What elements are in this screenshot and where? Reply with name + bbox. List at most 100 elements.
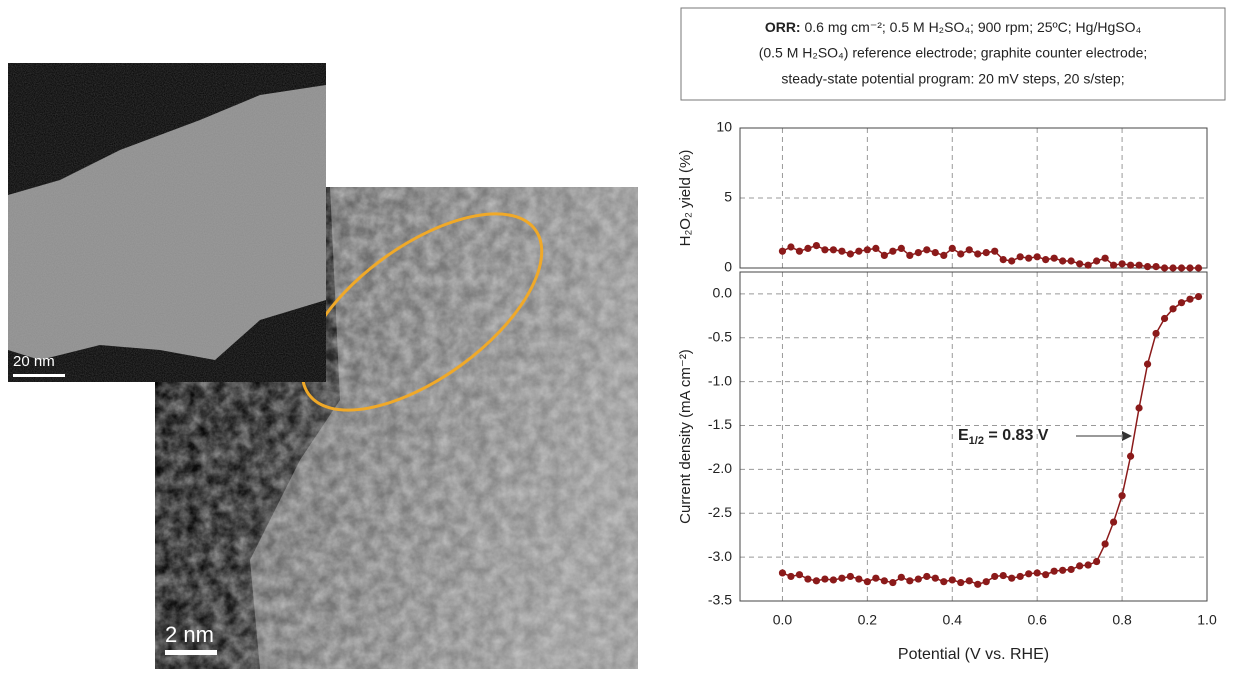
data-point bbox=[999, 256, 1007, 264]
data-point bbox=[940, 578, 948, 586]
data-point bbox=[1067, 257, 1075, 265]
data-point bbox=[1008, 257, 1016, 265]
data-point bbox=[1025, 570, 1033, 578]
data-point bbox=[787, 243, 795, 251]
plot-frame bbox=[739, 271, 1208, 602]
data-point bbox=[1110, 518, 1118, 526]
data-point bbox=[1076, 260, 1084, 268]
data-point bbox=[957, 250, 965, 258]
x-axis-label: Potential (V vs. RHE) bbox=[898, 646, 1049, 663]
y-tick-label: -2.5 bbox=[708, 504, 732, 520]
data-point bbox=[1177, 299, 1186, 307]
data-point bbox=[965, 577, 973, 585]
data-point bbox=[906, 577, 914, 585]
note-line: steady-state potential program: 20 mV st… bbox=[781, 71, 1124, 87]
data-point bbox=[1186, 295, 1194, 303]
data-point bbox=[889, 578, 897, 587]
data-point bbox=[957, 578, 965, 587]
note-line: (0.5 M H₂SO₄) reference electrode; graph… bbox=[759, 45, 1148, 61]
x-tick-label: 0.4 bbox=[943, 612, 963, 628]
data-point bbox=[1067, 565, 1075, 574]
data-point bbox=[1143, 263, 1152, 271]
data-point bbox=[1194, 264, 1203, 272]
data-point bbox=[897, 573, 905, 581]
data-point bbox=[795, 247, 804, 255]
data-point bbox=[872, 574, 880, 582]
data-point bbox=[931, 574, 939, 582]
data-point bbox=[923, 246, 931, 254]
data-point bbox=[829, 246, 838, 254]
data-point bbox=[1042, 256, 1050, 264]
data-point bbox=[1135, 404, 1143, 412]
data-point bbox=[1093, 557, 1101, 566]
scale-bar-label: 2 nm bbox=[165, 622, 214, 647]
x-tick-label: 0.8 bbox=[1112, 612, 1132, 628]
data-point bbox=[931, 249, 939, 257]
annotation: E1/2 = 0.83 V bbox=[958, 427, 1049, 447]
stem-image-small: 20 nm bbox=[8, 63, 326, 382]
data-point bbox=[1101, 254, 1109, 262]
data-point bbox=[906, 251, 914, 259]
note-line: ORR: 0.6 mg cm⁻²; 0.5 M H₂SO₄; 900 rpm; … bbox=[765, 19, 1142, 35]
data-point bbox=[1169, 305, 1177, 313]
annotation-sub: 1/2 bbox=[969, 435, 984, 447]
data-point bbox=[974, 250, 982, 258]
x-tick-label: 0.2 bbox=[858, 612, 878, 628]
x-tick-label: 1.0 bbox=[1197, 612, 1217, 628]
data-point bbox=[1025, 254, 1033, 262]
data-point bbox=[1093, 257, 1101, 265]
data-point bbox=[965, 246, 973, 254]
data-point bbox=[1186, 264, 1194, 272]
annotation-tail: = 0.83 V bbox=[984, 427, 1049, 444]
data-point bbox=[804, 575, 812, 583]
data-point bbox=[914, 249, 922, 257]
data-point bbox=[974, 580, 982, 588]
y-tick-label: 0 bbox=[724, 259, 732, 275]
y-axis-label: H₂O₂ yield (%) bbox=[677, 150, 694, 247]
data-point bbox=[914, 575, 922, 583]
data-point bbox=[897, 244, 905, 252]
x-tick-label: 0.0 bbox=[773, 612, 793, 628]
data-point bbox=[812, 577, 821, 585]
data-point bbox=[821, 246, 829, 254]
data-point bbox=[838, 574, 846, 582]
data-point bbox=[838, 247, 846, 255]
note-box bbox=[680, 7, 1226, 101]
data-point bbox=[1084, 261, 1092, 269]
data-point bbox=[1059, 257, 1067, 265]
scale-bar-label: 20 nm bbox=[13, 353, 55, 370]
data-point bbox=[846, 250, 854, 258]
data-point bbox=[889, 247, 897, 255]
data-point bbox=[787, 572, 795, 581]
data-point bbox=[948, 244, 956, 252]
data-point bbox=[991, 572, 999, 581]
y-tick-label: -1.5 bbox=[708, 416, 732, 432]
data-point bbox=[846, 572, 854, 581]
data-point bbox=[1016, 572, 1024, 581]
data-point bbox=[880, 251, 888, 259]
data-point bbox=[982, 578, 990, 586]
data-point bbox=[1016, 253, 1024, 261]
data-point bbox=[1033, 253, 1041, 261]
data-point bbox=[1050, 254, 1058, 262]
stem-image-large: 2 nm bbox=[155, 187, 638, 669]
data-point bbox=[1152, 263, 1160, 271]
data-point bbox=[1118, 260, 1126, 268]
data-point bbox=[1101, 540, 1109, 548]
data-point bbox=[795, 571, 804, 579]
data-point bbox=[1169, 264, 1177, 272]
annotation-arrowhead bbox=[1122, 431, 1132, 441]
y-tick-label: -3.0 bbox=[708, 548, 732, 564]
data-point bbox=[1126, 261, 1135, 269]
data-point bbox=[1008, 574, 1016, 582]
data-point bbox=[855, 575, 863, 583]
y-tick-label: 0.0 bbox=[713, 285, 733, 301]
data-point bbox=[1118, 492, 1126, 500]
data-point bbox=[1050, 567, 1058, 575]
data-point bbox=[1177, 264, 1186, 272]
data-point bbox=[1042, 571, 1050, 579]
y-tick-label: -3.5 bbox=[708, 592, 732, 608]
data-point bbox=[829, 576, 838, 584]
data-point bbox=[778, 247, 787, 255]
data-point bbox=[1076, 562, 1084, 570]
